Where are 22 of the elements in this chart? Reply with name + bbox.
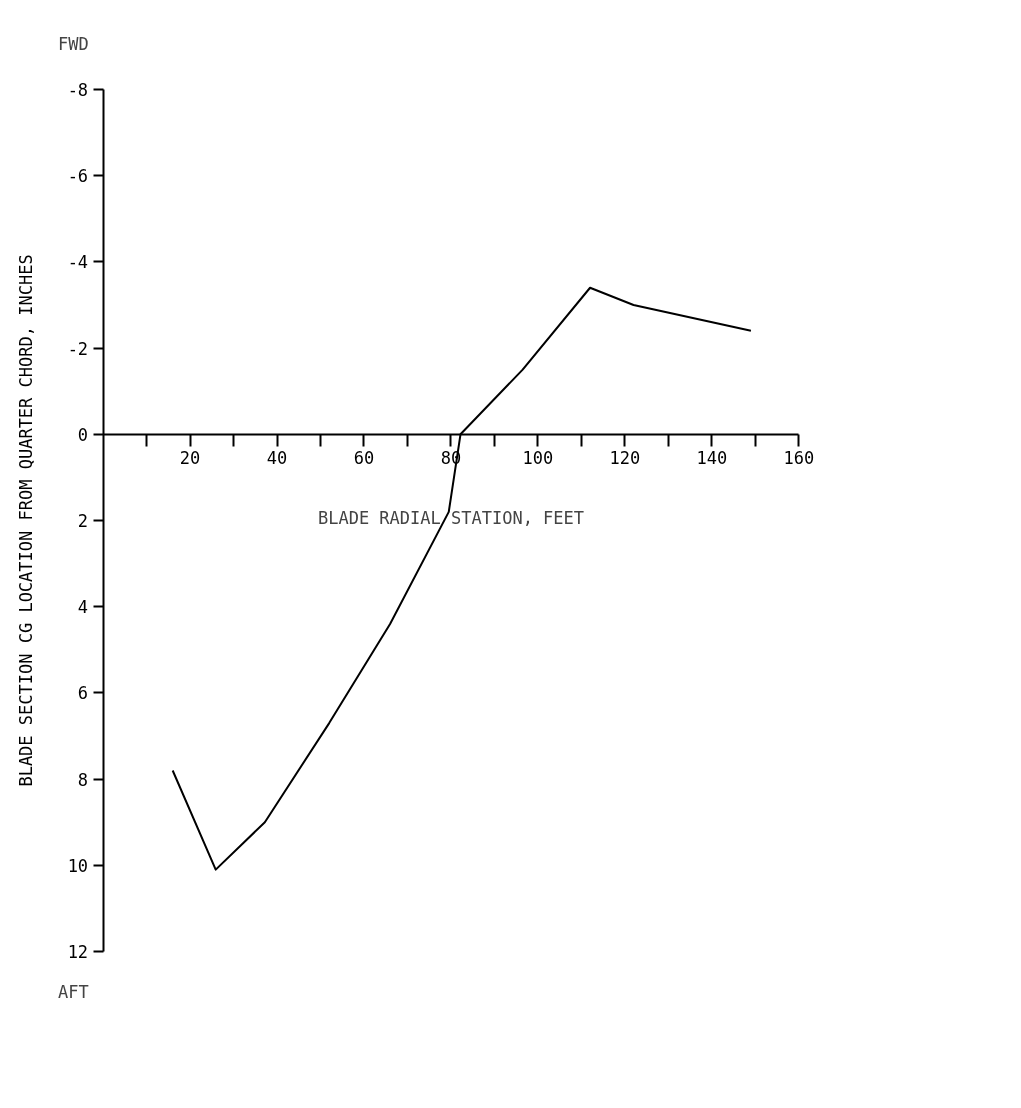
y-tick-label: -2 [67, 338, 89, 359]
y-tick-label: 10 [67, 855, 89, 876]
y-tick-label: -6 [67, 166, 89, 187]
y-tick-label: -8 [67, 79, 89, 100]
x-tick-label: 120 [609, 448, 641, 469]
x-tick-label: 60 [353, 448, 375, 469]
y-tick-label: 0 [77, 424, 89, 445]
text: FWD [58, 34, 89, 55]
text: AFT [58, 981, 89, 1002]
x-tick-label: 160 [783, 448, 815, 469]
y-tick-label: -4 [67, 252, 89, 273]
x-tick-label: 20 [179, 448, 201, 469]
y-axis-title: BLADE SECTION CG LOCATION FROM QUARTER CHORD, INCHES [15, 254, 36, 787]
x-axis-title: BLADE RADIAL STATION, FEET [317, 507, 585, 528]
x-tick-label: 40 [266, 448, 288, 469]
y-tick-label: 8 [77, 769, 89, 790]
y-tick-label: 12 [67, 942, 89, 963]
y-tick-label: 6 [77, 683, 89, 704]
x-tick-label: 140 [696, 448, 728, 469]
y-tick-label: 4 [77, 597, 89, 618]
x-tick-label: 100 [522, 448, 554, 469]
y-tick-label: 2 [77, 511, 89, 531]
